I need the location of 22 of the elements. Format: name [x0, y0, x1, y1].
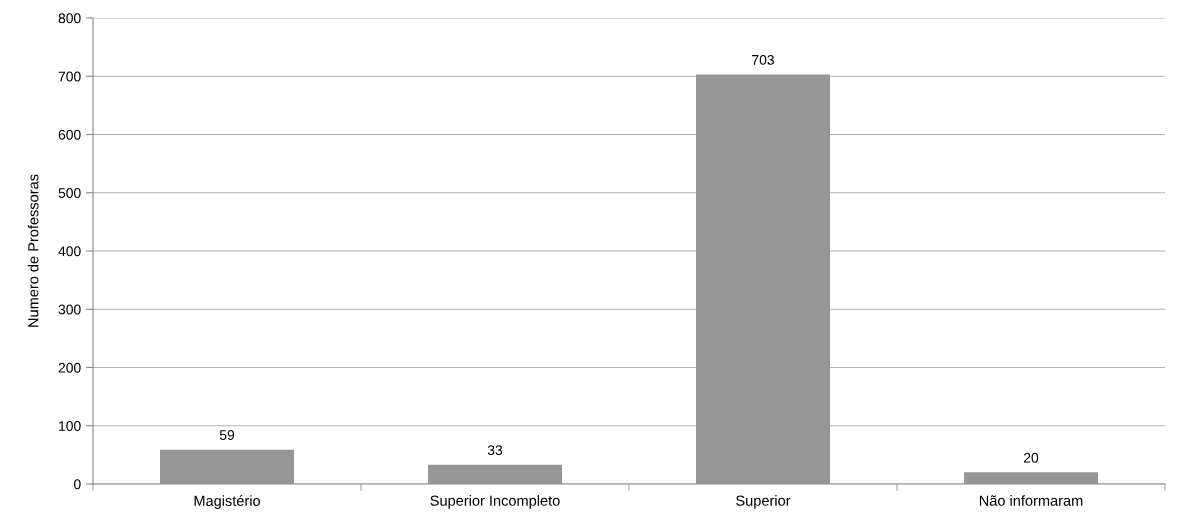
y-tick-label: 600 [58, 129, 81, 140]
y-tick-label: 0 [74, 479, 81, 490]
bar [160, 449, 294, 484]
y-tick-label: 200 [58, 362, 81, 373]
data-label: 59 [219, 430, 235, 440]
bar [428, 464, 562, 484]
bar [964, 472, 1098, 484]
y-tick-label: 700 [58, 71, 81, 82]
x-tick-label: Não informaram [979, 495, 1083, 506]
y-tick-label: 400 [58, 246, 81, 257]
data-label: 703 [752, 54, 774, 65]
data-label: 20 [1023, 452, 1039, 463]
y-tick-label: 800 [58, 13, 81, 24]
y-tick-label: 300 [58, 304, 81, 315]
x-tick-label: Magistério [194, 495, 261, 509]
bar [696, 74, 830, 484]
y-tick-label: 100 [59, 421, 81, 431]
y-tick-label: 500 [58, 188, 81, 198]
y-axis-title: Numero de Professoras [27, 174, 39, 327]
x-tick-label: Superior [736, 495, 791, 509]
data-label: 33 [487, 445, 503, 456]
x-tick-label: Superior Incompleto [430, 495, 560, 509]
